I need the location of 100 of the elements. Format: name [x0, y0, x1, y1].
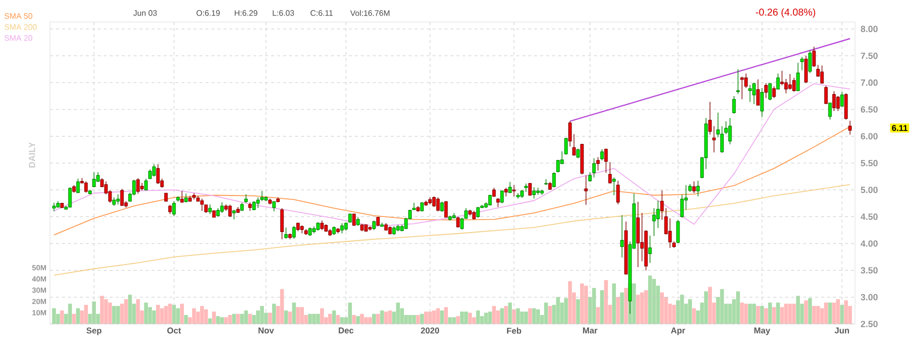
- bar: [708, 286, 712, 324]
- candlestick: [820, 65, 824, 84]
- candlestick: [608, 162, 612, 184]
- bar: [524, 312, 528, 324]
- bar: [600, 290, 604, 324]
- candlestick: [92, 172, 96, 188]
- bar: [772, 307, 776, 324]
- candlestick: [620, 214, 624, 258]
- x-tick-label: Jun: [834, 328, 850, 334]
- bar: [804, 300, 808, 324]
- bar: [204, 309, 208, 324]
- candlestick: [528, 182, 532, 196]
- bar: [528, 308, 532, 324]
- candlestick: [180, 190, 184, 204]
- candlestick: [848, 120, 852, 135]
- bar: [84, 304, 88, 324]
- bar: [740, 302, 744, 324]
- bar: [752, 304, 756, 324]
- bar: [564, 298, 568, 324]
- bar: [192, 308, 196, 324]
- bar: [336, 314, 340, 324]
- text: 6.11: [892, 125, 908, 131]
- bar: [368, 317, 372, 324]
- bar: [488, 312, 492, 324]
- bar: [760, 306, 764, 324]
- bar: [100, 296, 104, 324]
- bar: [840, 304, 844, 324]
- bar: [220, 317, 224, 324]
- bar: [688, 299, 692, 324]
- candlestick: [376, 216, 380, 226]
- bar: [456, 316, 460, 324]
- candlestick: [440, 201, 444, 212]
- bar: [748, 304, 752, 324]
- candlestick: [832, 90, 836, 112]
- candlestick: [372, 220, 376, 230]
- bar: [504, 306, 508, 324]
- bar: [464, 312, 468, 324]
- bar: [620, 292, 624, 324]
- candlestick: [492, 187, 496, 198]
- bar: [144, 302, 148, 324]
- bar: [416, 314, 420, 324]
- candlestick: [232, 209, 236, 220]
- candlestick: [828, 102, 832, 120]
- bar: [92, 301, 96, 324]
- bar: [156, 304, 160, 324]
- candlestick: [512, 184, 516, 197]
- bar: [212, 312, 216, 324]
- candlestick: [444, 200, 448, 218]
- bar: [268, 312, 272, 324]
- candlestick: [596, 156, 600, 171]
- x-tick-label: Mar: [583, 328, 598, 334]
- bar: [764, 308, 768, 324]
- bar: [208, 318, 212, 324]
- candlestick: [524, 183, 528, 192]
- bar: [288, 312, 292, 324]
- bar: [548, 306, 552, 324]
- y-tick-label: 5.50: [860, 160, 878, 166]
- bar: [328, 314, 332, 324]
- candlestick: [84, 180, 88, 193]
- bar: [584, 286, 588, 324]
- candlestick: [760, 88, 764, 118]
- bar: [596, 307, 600, 324]
- candlestick: [68, 186, 72, 208]
- bar: [500, 308, 504, 324]
- bar: [256, 310, 260, 324]
- bar: [792, 304, 796, 324]
- bar: [376, 314, 380, 324]
- bar: [388, 310, 392, 324]
- bar: [176, 308, 180, 324]
- bar: [612, 283, 616, 324]
- x-tick-label: Apr: [670, 328, 686, 336]
- bar: [812, 306, 816, 324]
- candlestick: [168, 204, 172, 214]
- bar: [412, 314, 416, 324]
- bar: [756, 306, 760, 324]
- bar: [632, 283, 636, 324]
- bar: [496, 310, 500, 324]
- candlestick: [320, 220, 324, 230]
- bar: [452, 317, 456, 324]
- bar: [720, 289, 724, 324]
- bar: [460, 312, 464, 324]
- bar: [356, 316, 360, 324]
- candlestick: [568, 120, 572, 147]
- bar: [448, 317, 452, 324]
- candlestick: [52, 202, 56, 212]
- bar: [836, 299, 840, 324]
- y-tick-label: 8.00: [860, 26, 878, 32]
- bar: [72, 314, 76, 324]
- bar: [308, 314, 312, 324]
- candlestick: [500, 190, 504, 204]
- candlestick: [244, 194, 248, 204]
- bar: [796, 296, 800, 324]
- bar: [532, 308, 536, 324]
- bar: [832, 302, 836, 324]
- candlestick: [808, 50, 812, 74]
- bar: [352, 314, 356, 324]
- bar: [544, 302, 548, 324]
- bar: [692, 308, 696, 324]
- candlestick: [544, 178, 548, 186]
- bar: [248, 314, 252, 324]
